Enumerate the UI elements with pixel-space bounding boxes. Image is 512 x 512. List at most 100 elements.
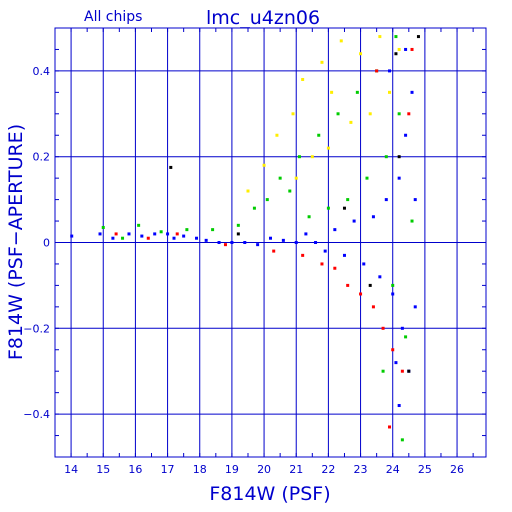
data-point <box>275 133 279 137</box>
data-point <box>326 206 330 210</box>
data-point <box>359 52 363 56</box>
x-tick-label: 23 <box>354 463 368 476</box>
x-tick-label: 15 <box>96 463 110 476</box>
y-tick-label: −0.2 <box>23 322 50 335</box>
data-point <box>70 234 74 238</box>
data-point <box>310 155 314 159</box>
y-tick-label: 0.4 <box>33 65 51 78</box>
data-point <box>365 176 369 180</box>
data-point <box>400 438 404 442</box>
data-point <box>291 112 295 116</box>
data-point <box>111 236 115 240</box>
data-point <box>410 47 414 51</box>
data-point <box>342 253 346 257</box>
data-point <box>182 234 186 238</box>
data-point <box>371 215 375 219</box>
data-point <box>381 326 385 330</box>
data-point <box>294 241 298 244</box>
data-point <box>323 249 327 253</box>
y-tick-labels: −0.4 −0.2 0 0.2 0.4 <box>23 65 50 421</box>
x-tick-label: 25 <box>418 463 432 476</box>
data-point <box>391 283 395 287</box>
data-point <box>400 326 404 330</box>
data-point <box>413 198 417 202</box>
data-point <box>381 369 385 373</box>
data-point <box>388 425 392 429</box>
data-points <box>70 35 420 442</box>
x-tick-label: 19 <box>225 463 239 476</box>
data-point <box>416 35 420 39</box>
data-point <box>211 228 215 232</box>
data-point <box>407 112 411 116</box>
data-point <box>317 133 321 137</box>
data-point <box>339 39 343 43</box>
x-tick-label: 14 <box>64 463 78 476</box>
data-point <box>269 236 272 240</box>
data-point <box>394 52 398 56</box>
data-point <box>230 241 234 244</box>
data-point <box>256 243 260 247</box>
y-tick-label: −0.4 <box>23 408 50 421</box>
data-point <box>336 112 340 116</box>
data-point <box>265 198 269 202</box>
data-point <box>217 241 221 244</box>
data-point <box>101 225 105 229</box>
data-point <box>391 348 395 352</box>
data-point <box>388 90 392 94</box>
data-point <box>140 234 144 238</box>
data-point <box>368 283 372 287</box>
data-point <box>172 236 176 240</box>
y-axis-label: F814W (PSF−APERTURE) <box>5 124 27 360</box>
data-point <box>349 120 353 124</box>
data-point <box>297 155 301 159</box>
data-point <box>314 241 318 244</box>
data-point <box>137 223 141 227</box>
data-point <box>114 232 118 236</box>
data-point <box>278 176 282 180</box>
data-point <box>333 266 337 270</box>
data-point <box>166 232 170 236</box>
data-point <box>98 232 102 236</box>
data-point <box>346 198 350 202</box>
data-point <box>413 305 417 309</box>
data-point <box>195 236 199 240</box>
data-point <box>175 232 179 236</box>
x-tick-label: 22 <box>321 463 335 476</box>
data-point <box>371 305 375 309</box>
chart-subtitle: All chips <box>84 9 142 25</box>
chart-title: lmc_u4zn06 <box>206 7 320 29</box>
data-point <box>404 133 408 137</box>
data-point <box>368 112 372 116</box>
data-point <box>294 176 298 180</box>
data-point <box>410 90 414 94</box>
data-point <box>146 236 150 240</box>
data-point <box>359 292 363 296</box>
data-point <box>384 155 388 159</box>
data-point <box>301 77 305 81</box>
data-point <box>394 35 398 39</box>
data-point <box>397 404 401 408</box>
x-tick-labels: 14 15 16 17 18 19 20 21 22 23 24 25 26 <box>64 463 464 476</box>
data-point <box>400 369 404 373</box>
data-point <box>307 215 311 219</box>
x-tick-label: 20 <box>257 463 271 476</box>
data-point <box>342 206 346 210</box>
plot-frame <box>54 27 487 458</box>
data-point <box>204 238 208 242</box>
data-point <box>272 249 276 253</box>
data-point <box>127 232 131 236</box>
x-axis-label: F814W (PSF) <box>209 483 330 505</box>
data-point <box>236 232 240 236</box>
data-point <box>404 335 408 339</box>
data-point <box>404 47 408 51</box>
x-tick-label: 24 <box>386 463 400 476</box>
data-point <box>262 163 266 167</box>
data-point <box>397 155 401 159</box>
data-point <box>159 230 163 234</box>
data-point <box>281 238 285 242</box>
data-point <box>320 262 324 266</box>
data-point <box>243 241 247 244</box>
data-point <box>375 69 379 73</box>
data-point <box>169 165 173 169</box>
